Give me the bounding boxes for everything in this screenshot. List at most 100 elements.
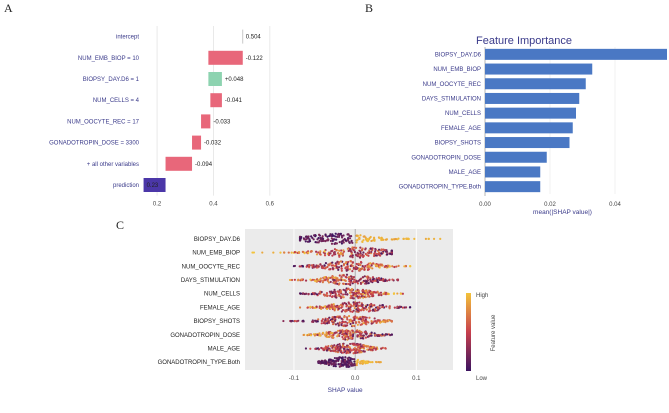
beeswarm-point: [365, 320, 368, 323]
beeswarm-point: [357, 291, 360, 294]
beeswarm-point: [333, 344, 336, 347]
beeswarm-point: [330, 319, 333, 323]
beeswarm-point: [338, 294, 341, 297]
beeswarm-point: [352, 302, 356, 306]
beeswarm-point: [359, 317, 362, 320]
beeswarm-point: [374, 320, 377, 323]
beeswarm-point: [427, 237, 430, 240]
beeswarm-point: [333, 281, 336, 284]
beeswarm-point: [346, 293, 349, 296]
beeswarm-point: [339, 345, 342, 348]
beeswarm-point: [349, 283, 352, 286]
beeswarm-point: [404, 306, 408, 309]
beeswarm-point: [316, 320, 319, 323]
beeswarm-point: [346, 318, 349, 321]
beeswarm-point: [384, 238, 388, 241]
beeswarm-point: [355, 330, 358, 333]
beeswarm-point: [368, 334, 371, 337]
beeswarm-point: [370, 331, 373, 334]
beeswarm-point: [384, 333, 387, 336]
beeswarm-point: [356, 251, 359, 254]
waterfall-bar: [143, 178, 166, 192]
beeswarm-point: [369, 278, 372, 281]
waterfall-value-label: -0.094: [195, 162, 213, 168]
beeswarm-x-tick: 0.1: [412, 376, 421, 382]
beeswarm-point: [362, 350, 366, 353]
beeswarm-point: [374, 247, 377, 251]
beeswarm-point: [350, 235, 353, 238]
beeswarm-point: [384, 293, 387, 296]
beeswarm-point: [351, 342, 354, 345]
beeswarm-point: [317, 251, 320, 254]
beeswarm-point: [301, 292, 305, 295]
beeswarm-point: [353, 250, 357, 254]
beeswarm-point: [352, 331, 355, 334]
beeswarm-point: [371, 267, 374, 270]
beeswarm-point: [356, 306, 359, 309]
beeswarm-point: [329, 280, 332, 284]
beeswarm-point: [345, 316, 348, 319]
panel-label-b: B: [365, 1, 373, 15]
beeswarm-point: [317, 292, 321, 295]
beeswarm-category-label: GONADOTROPIN_DOSE: [170, 333, 240, 339]
waterfall-category-label: NUM_OOCYTE_REC = 17: [67, 119, 140, 125]
beeswarm-point: [298, 265, 301, 268]
beeswarm-point: [342, 282, 345, 285]
beeswarm-category-label: NUM_OOCYTE_REC: [182, 264, 241, 270]
importance-bar: [485, 78, 586, 90]
beeswarm-point: [312, 238, 315, 241]
beeswarm-category-label: NUM_CELLS: [204, 292, 240, 298]
beeswarm-point: [380, 347, 383, 350]
beeswarm-point: [316, 238, 319, 241]
beeswarm-category-label: BIOPSY_SHOTS: [194, 319, 240, 325]
beeswarm-point: [361, 303, 364, 307]
beeswarm-point: [347, 359, 350, 362]
beeswarm-point: [351, 319, 354, 323]
beeswarm-point: [393, 306, 396, 309]
beeswarm-point: [341, 278, 345, 282]
beeswarm-point: [307, 292, 310, 296]
beeswarm-point: [351, 297, 354, 300]
beeswarm-point: [337, 358, 340, 361]
beeswarm-point: [367, 276, 370, 279]
beeswarm-point: [361, 292, 365, 296]
beeswarm-point: [363, 268, 366, 271]
waterfall-value-label: -0.033: [213, 119, 231, 125]
beeswarm-point: [382, 277, 385, 281]
beeswarm-point: [306, 240, 310, 243]
beeswarm-point: [353, 246, 356, 249]
importance-bar: [485, 48, 667, 60]
beeswarm-point: [375, 321, 378, 324]
beeswarm-point: [326, 235, 329, 238]
beeswarm-point: [334, 235, 337, 238]
beeswarm-point: [350, 362, 353, 365]
beeswarm-point: [368, 303, 371, 307]
beeswarm-point: [345, 350, 349, 353]
beeswarm-category-label: FEMALE_AGE: [200, 305, 240, 311]
beeswarm-point: [409, 265, 412, 268]
beeswarm-point: [371, 239, 375, 242]
beeswarm-point: [351, 264, 354, 267]
beeswarm-point: [369, 309, 372, 312]
waterfall-category-label: prediction: [113, 183, 139, 189]
beeswarm-point: [287, 251, 290, 254]
beeswarm-point: [407, 237, 410, 240]
beeswarm-point: [327, 363, 330, 366]
beeswarm-point: [363, 331, 366, 334]
beeswarm-point: [355, 310, 358, 313]
waterfall-x-tick: 0.2: [153, 202, 162, 208]
beeswarm-point: [338, 321, 341, 324]
beeswarm-point: [302, 319, 305, 322]
beeswarm-point: [352, 304, 356, 307]
beeswarm-point: [335, 296, 338, 299]
beeswarm-point: [439, 237, 442, 240]
beeswarm-point: [349, 281, 352, 284]
beeswarm-point: [327, 304, 330, 307]
beeswarm-point: [341, 344, 345, 347]
beeswarm-point: [347, 287, 350, 290]
beeswarm-point: [356, 282, 360, 285]
beeswarm-point: [321, 306, 325, 309]
beeswarm-point: [329, 233, 332, 236]
beeswarm-point: [382, 305, 385, 309]
waterfall-value-label: 0.23: [147, 183, 159, 189]
